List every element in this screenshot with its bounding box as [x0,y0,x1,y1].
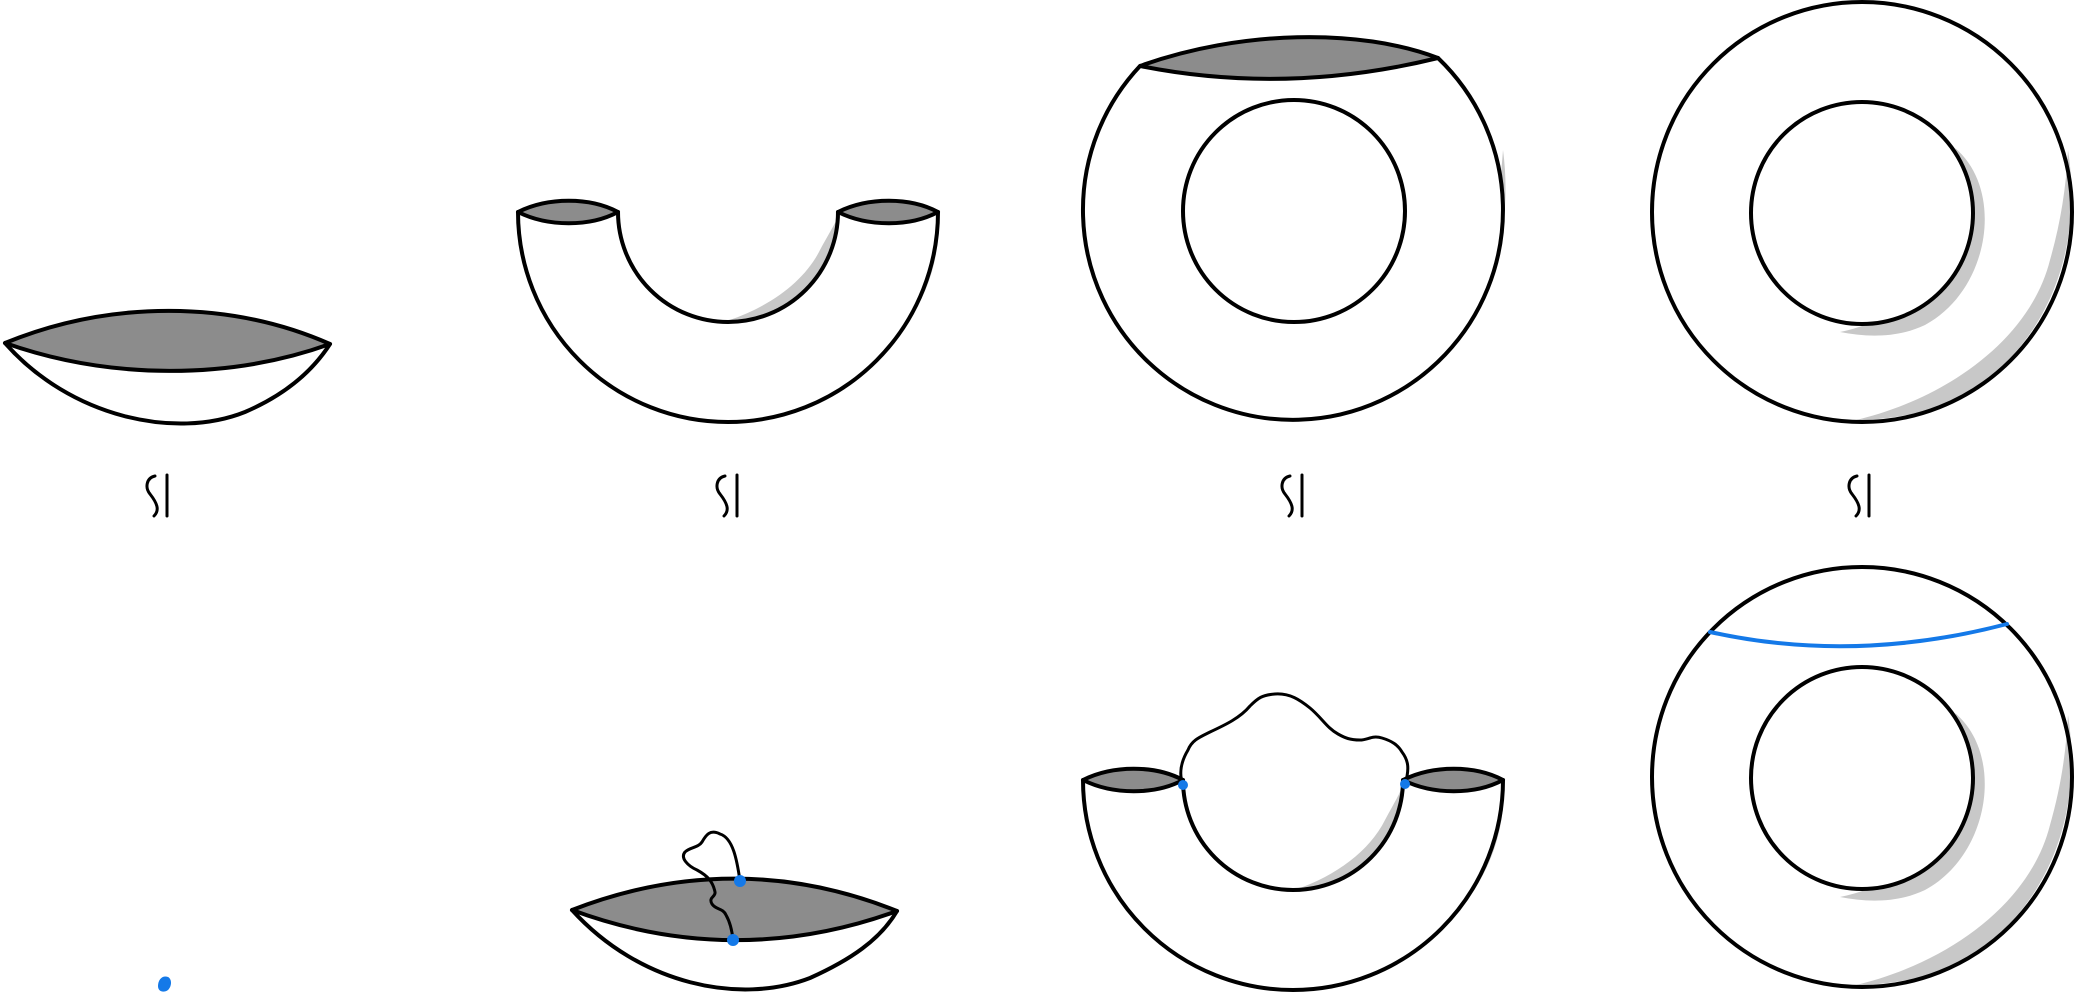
torus2-inner-shadow [1840,713,1985,901]
congruence-symbol-3 [1280,473,1304,518]
arch2-left-cap [1081,766,1185,794]
torus-with-cap-figure [1080,35,1506,422]
congruence-tilde [145,474,159,518]
torus-cap-inner-hole [1181,98,1407,324]
arch-right-cap [836,198,940,226]
torus-figure [1650,0,2074,424]
path-endpoint-top [734,875,746,887]
congruence-tilde [1280,474,1294,518]
torus2-inner-hole [1749,665,1975,891]
point-dot [158,976,171,992]
arch-figure [516,198,940,424]
torus2-outer-ring [1650,565,2074,989]
meridian-curve [1708,622,2009,649]
path-endpoint-bottom [727,934,739,946]
lens-path-cap [570,876,899,943]
congruence-symbol-2 [715,473,739,518]
arch-left-cap [516,198,620,226]
congruence-tilde [715,474,729,518]
torus-outer-ring [1650,0,2074,424]
wavy-arc [1179,692,1410,787]
torus-inner-hole [1749,100,1975,326]
arch2-right-cap [1401,766,1505,794]
disk-lens-with-path-figure [570,830,899,992]
arc-endpoint-left [1178,780,1188,790]
torus-cap-disk [1138,35,1440,81]
congruence-symbol-4 [1847,473,1871,518]
arch-with-wavy-arc-figure [1081,692,1505,992]
point-figure [158,976,171,992]
torus-with-curve-figure [1650,565,2074,989]
congruence-symbol-1 [145,473,169,518]
arc-endpoint-right [1400,779,1410,789]
congruence-tilde [1847,474,1861,518]
disk-lens-figure [3,308,332,426]
torus-inner-shadow [1840,148,1985,336]
arch2-body [1081,778,1505,992]
arch-body [516,210,940,424]
disk-lens-cap [3,308,332,373]
wavy-path [682,830,742,942]
